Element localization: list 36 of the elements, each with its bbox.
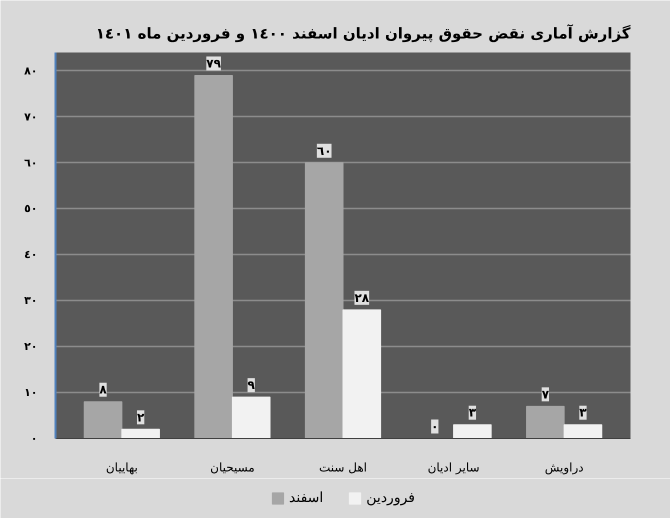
bar [84, 401, 122, 438]
bar [342, 309, 382, 438]
data-label: ٣ [468, 406, 477, 420]
y-tick-label: ٠ [30, 432, 38, 445]
y-tick-label: ٤٠ [24, 248, 38, 262]
data-label: ٨ [99, 382, 108, 397]
data-label: ٢٨ [354, 290, 370, 305]
data-label: ٦٠ [316, 144, 332, 158]
legend-label: اسفند [288, 490, 324, 506]
x-tick-label: اهل سنت [318, 460, 368, 474]
bar [232, 396, 271, 438]
y-tick-label: ٣٠ [24, 294, 38, 308]
chart-title: گزارش آماری نقض حقوق پیروان ادیان اسفند ١٤٠٠ و فروردین ماه ١٤٠١ [96, 24, 631, 42]
bar [564, 424, 602, 438]
x-tick-label: مسیحیان [210, 460, 255, 474]
data-label: ٧ [542, 387, 550, 402]
data-label: ٢ [136, 410, 145, 424]
data-label: ٧٩ [206, 56, 222, 70]
x-tick-label: سایر ادیان [428, 460, 480, 474]
x-tick-label: دراویش [544, 460, 584, 474]
legend-label: فروردین [366, 490, 416, 506]
data-label: ٠ [431, 420, 438, 434]
data-label: ٩ [248, 378, 256, 392]
bar [453, 424, 492, 438]
y-tick-label: ٨٠ [24, 64, 38, 78]
y-tick-label: ٦٠ [24, 156, 38, 170]
bar [194, 74, 233, 438]
y-tick-label: ٧٠ [24, 110, 38, 124]
x-tick-label: بهاییان [106, 460, 138, 474]
data-label: ٣ [579, 406, 588, 420]
y-tick-label: ٥٠ [24, 202, 38, 216]
y-tick-label: ١٠ [24, 386, 38, 400]
bar [121, 428, 160, 438]
bar [526, 406, 565, 438]
y-tick-label: ٢٠ [24, 340, 38, 354]
bar [304, 162, 344, 438]
